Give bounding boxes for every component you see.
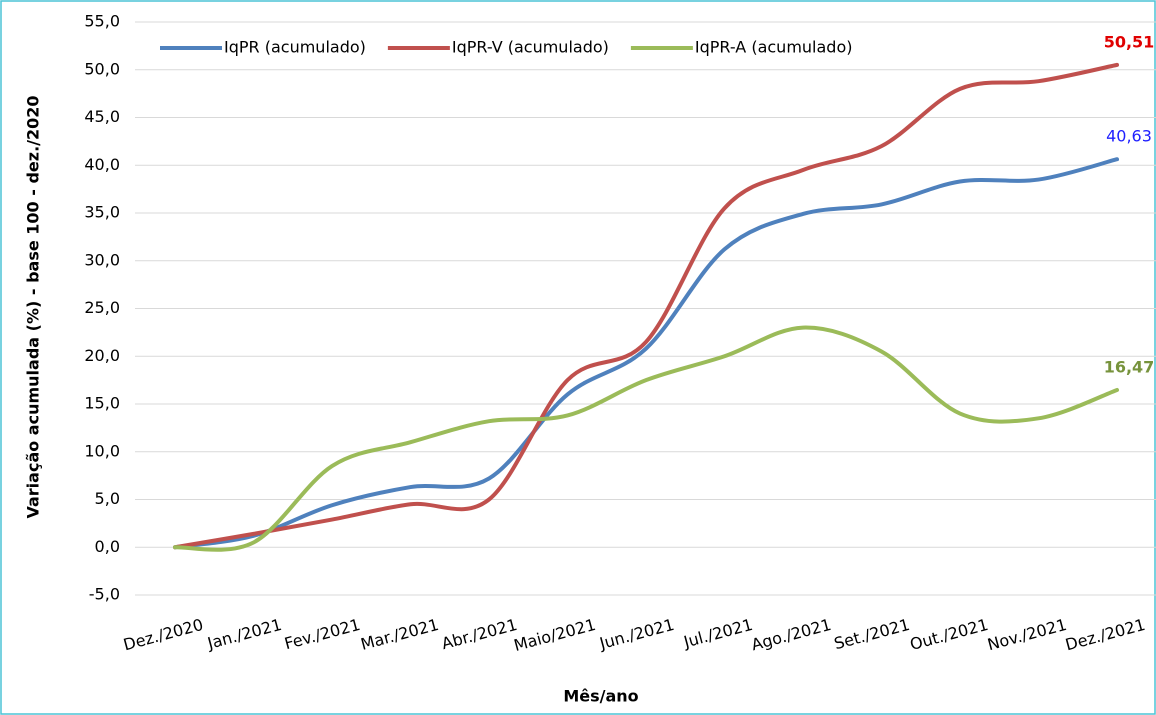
y-tick-label: 15,0 — [84, 394, 120, 413]
x-tick-label: Jul./2021 — [681, 615, 755, 652]
x-tick-label: Mar./2021 — [359, 615, 441, 654]
y-tick-label: 40,0 — [84, 155, 120, 174]
y-tick-label: 55,0 — [84, 12, 120, 31]
y-tick-label: 5,0 — [95, 489, 120, 508]
y-tick-label: 30,0 — [84, 250, 120, 269]
legend-label: IqPR-V (acumulado) — [452, 38, 609, 57]
y-tick-label: 35,0 — [84, 203, 120, 222]
x-tick-label: Ago./2021 — [749, 615, 833, 655]
x-axis-title: Mês/ano — [563, 687, 638, 706]
legend-label: IqPR (acumulado) — [224, 38, 366, 57]
y-tick-label: 25,0 — [84, 298, 120, 317]
y-tick-label: 0,0 — [95, 537, 120, 556]
x-tick-label: Nov./2021 — [985, 615, 1068, 654]
line-series — [173, 157, 1119, 550]
x-tick-label: Maio/2021 — [512, 615, 598, 655]
y-tick-label: 50,0 — [84, 59, 120, 78]
line-series — [173, 62, 1119, 550]
x-tick-label: Dez./2020 — [121, 615, 205, 655]
x-tick-label: Abr./2021 — [440, 615, 520, 653]
data-label: 16,47 — [1104, 357, 1155, 376]
x-tick-label: Fev./2021 — [282, 615, 362, 653]
data-label: 50,51 — [1104, 32, 1155, 51]
x-tick-label: Jun./2021 — [597, 615, 676, 653]
line-series — [173, 325, 1119, 552]
x-tick-label: Dez./2021 — [1063, 615, 1147, 655]
x-tick-label: Jan./2021 — [205, 615, 284, 653]
legend-label: IqPR-A (acumulado) — [695, 38, 853, 57]
y-tick-label: 20,0 — [84, 346, 120, 365]
x-tick-label: Out./2021 — [908, 615, 990, 654]
y-tick-label: 10,0 — [84, 441, 120, 460]
y-axis-title: Variação acumulada (%) - base 100 - dez.… — [24, 95, 43, 518]
data-label: 40,63 — [1106, 127, 1152, 146]
y-tick-label: -5,0 — [89, 585, 120, 604]
x-tick-label: Set./2021 — [832, 615, 912, 653]
y-tick-label: 45,0 — [84, 107, 120, 126]
